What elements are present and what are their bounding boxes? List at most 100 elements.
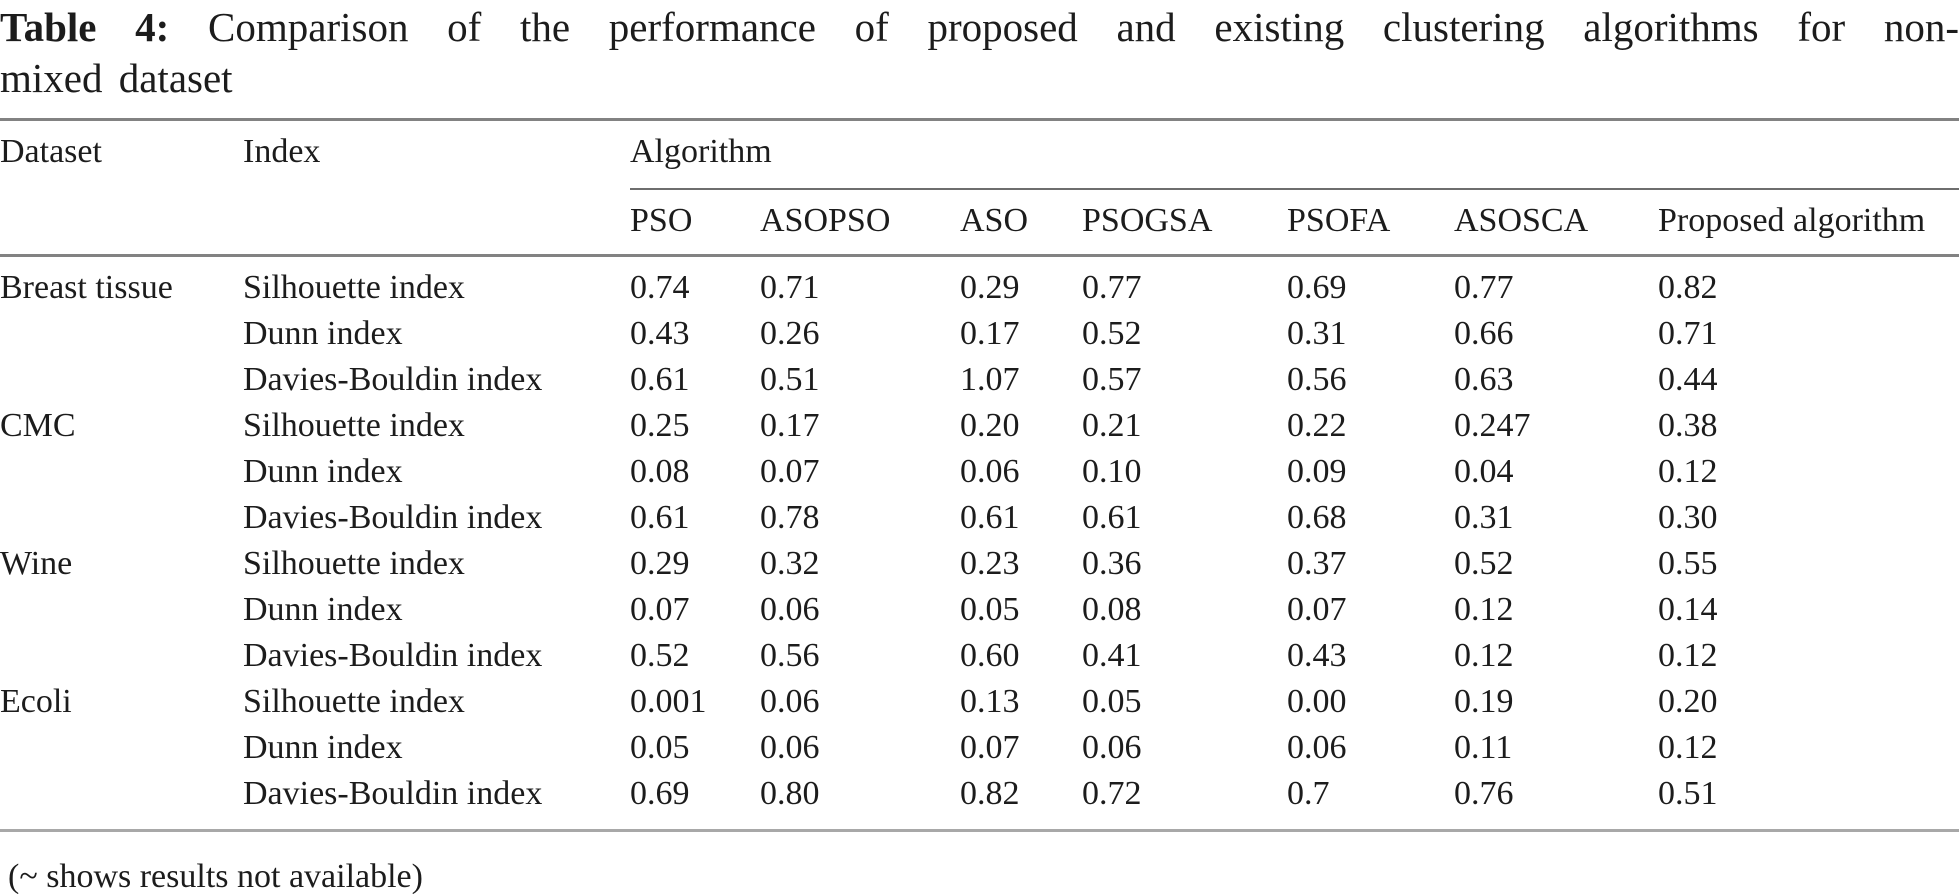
column-header-algorithm-3: PSOGSA: [1082, 189, 1287, 257]
table-row: Wine Silhouette index 0.29 0.32 0.23 0.36 0.37…: [0, 541, 1959, 587]
value-cell: 0.82: [1658, 269, 1718, 306]
table-caption-text: Comparison of the performance of propose…: [208, 4, 1959, 50]
value-cell: 0.07: [630, 591, 690, 628]
table-row: Dunn index 0.43 0.26 0.17 0.52 0.31 0.66 0.71: [0, 311, 1959, 357]
table-row: Ecoli Silhouette index 0.001 0.06 0.13 0.05 0.…: [0, 679, 1959, 725]
value-cell: 0.001: [630, 683, 707, 720]
table-row: Davies-Bouldin index 0.61 0.51 1.07 0.57 0.56…: [0, 357, 1959, 403]
value-cell: 0.55: [1658, 545, 1718, 582]
table-number-label: Table 4:: [0, 4, 170, 50]
value-cell: 0.29: [630, 545, 690, 582]
value-cell: 0.05: [960, 591, 1020, 628]
value-cell: 0.61: [630, 499, 690, 536]
table-body: Breast tissue Silhouette index 0.74 0.71 0.2…: [0, 256, 1959, 832]
value-cell: 0.31: [1454, 499, 1514, 536]
value-cell: 0.52: [630, 637, 690, 674]
value-cell: 0.61: [630, 361, 690, 398]
value-cell: 0.57: [1082, 361, 1142, 398]
value-cell: 0.36: [1082, 545, 1142, 582]
value-cell: 0.61: [960, 499, 1020, 536]
value-cell: 0.08: [1082, 591, 1142, 628]
value-cell: 0.08: [630, 453, 690, 490]
value-cell: 0.77: [1082, 269, 1142, 306]
index-cell: Silhouette index: [243, 407, 465, 444]
value-cell: 0.06: [760, 683, 820, 720]
dataset-cell: [0, 587, 243, 633]
table-row: CMC Silhouette index 0.25 0.17 0.20 0.21 0.22 0…: [0, 403, 1959, 449]
index-cell: Dunn index: [243, 591, 403, 628]
header-row-algorithms: PSO ASOPSO ASO PSOGSA PSOFA ASOSCA Proposed al…: [0, 189, 1959, 257]
table-row: Breast tissue Silhouette index 0.74 0.71 0.2…: [0, 256, 1959, 312]
value-cell: 0.44: [1658, 361, 1718, 398]
value-cell: 0.51: [1658, 771, 1959, 832]
value-cell: 0.30: [1658, 499, 1718, 536]
value-cell: 0.17: [960, 315, 1020, 352]
value-cell: 0.06: [960, 453, 1020, 490]
value-cell: 0.72: [1082, 771, 1287, 832]
table-caption-line-1: Table 4: Comparison of the performance o…: [0, 2, 1959, 53]
value-cell: 1.07: [960, 361, 1020, 398]
table-row: Davies-Bouldin index 0.69 0.80 0.82 0.72 0.7 0…: [0, 771, 1959, 832]
column-header-algorithm-2: ASO: [960, 189, 1082, 257]
value-cell: 0.66: [1454, 315, 1514, 352]
dataset-cell: [0, 771, 243, 832]
dataset-cell: [0, 495, 243, 541]
value-cell: 0.43: [630, 315, 690, 352]
value-cell: 0.23: [960, 545, 1020, 582]
value-cell: 0.07: [1287, 591, 1347, 628]
value-cell: 0.32: [760, 545, 820, 582]
index-cell: Davies-Bouldin index: [243, 499, 543, 536]
value-cell: 0.68: [1287, 499, 1347, 536]
value-cell: 0.22: [1287, 407, 1347, 444]
column-header-algorithm-0: PSO: [630, 189, 760, 257]
dataset-cell: [0, 357, 243, 403]
index-cell: Silhouette index: [243, 683, 465, 720]
value-cell: 0.05: [1082, 683, 1142, 720]
value-cell: 0.80: [760, 771, 960, 832]
value-cell: 0.78: [760, 499, 820, 536]
value-cell: 0.51: [760, 361, 820, 398]
value-cell: 0.12: [1658, 729, 1718, 766]
table-row: Davies-Bouldin index 0.61 0.78 0.61 0.61 0.68…: [0, 495, 1959, 541]
value-cell: 0.41: [1082, 637, 1142, 674]
index-cell: Davies-Bouldin index: [243, 637, 543, 674]
index-cell: Dunn index: [243, 729, 403, 766]
value-cell: 0.63: [1454, 361, 1514, 398]
value-cell: 0.04: [1454, 453, 1514, 490]
value-cell: 0.14: [1658, 591, 1718, 628]
index-cell: Dunn index: [243, 315, 403, 352]
dataset-cell: [0, 633, 243, 679]
value-cell: 0.71: [1658, 315, 1718, 352]
value-cell: 0.29: [960, 269, 1020, 306]
value-cell: 0.11: [1454, 729, 1513, 766]
column-header-dataset: Dataset: [0, 118, 243, 257]
index-cell: Davies-Bouldin index: [243, 771, 630, 832]
column-header-algorithm-4: PSOFA: [1287, 189, 1454, 257]
value-cell: 0.26: [760, 315, 820, 352]
dataset-cell: [0, 725, 243, 771]
header-row-groups: Dataset Index Algorithm: [0, 118, 1959, 257]
value-cell: 0.38: [1658, 407, 1718, 444]
value-cell: 0.05: [630, 729, 690, 766]
value-cell: 0.60: [960, 637, 1020, 674]
value-cell: 0.69: [630, 771, 760, 832]
value-cell: 0.25: [630, 407, 690, 444]
value-cell: 0.61: [1082, 499, 1142, 536]
value-cell: 0.31: [1287, 315, 1347, 352]
value-cell: 0.12: [1658, 453, 1718, 490]
table-header: Dataset Index Algorithm PSO ASOPSO ASO PSOG…: [0, 118, 1959, 257]
index-cell: Davies-Bouldin index: [243, 361, 543, 398]
table-row: Dunn index 0.05 0.06 0.07 0.06 0.06 0.11 0.12: [0, 725, 1959, 771]
value-cell: 0.74: [630, 269, 690, 306]
value-cell: 0.21: [1082, 407, 1142, 444]
value-cell: 0.77: [1454, 269, 1514, 306]
value-cell: 0.06: [1082, 729, 1142, 766]
value-cell: 0.06: [760, 591, 820, 628]
value-cell: 0.12: [1454, 591, 1514, 628]
index-cell: Silhouette index: [243, 269, 465, 306]
table-caption: Table 4: Comparison of the performance o…: [0, 0, 1959, 104]
dataset-cell: Wine: [0, 545, 73, 582]
value-cell: 0.09: [1287, 453, 1347, 490]
results-table: Dataset Index Algorithm PSO ASOPSO ASO PSOG…: [0, 118, 1959, 832]
value-cell: 0.37: [1287, 545, 1347, 582]
